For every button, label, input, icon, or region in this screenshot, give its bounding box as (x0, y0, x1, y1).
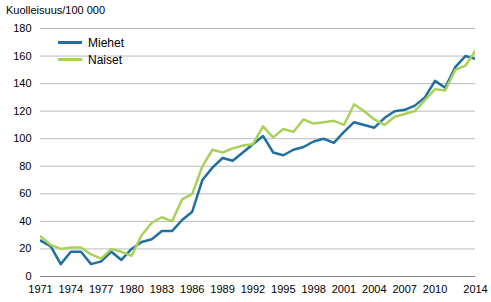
svg-text:1971: 1971 (28, 283, 52, 295)
svg-text:1974: 1974 (59, 283, 83, 295)
svg-text:2007: 2007 (392, 283, 416, 295)
svg-text:120: 120 (13, 105, 31, 117)
svg-text:40: 40 (19, 215, 31, 227)
svg-text:1980: 1980 (119, 283, 143, 295)
svg-text:1998: 1998 (301, 283, 325, 295)
svg-text:2010: 2010 (423, 283, 447, 295)
svg-text:1989: 1989 (210, 283, 234, 295)
svg-text:2014: 2014 (463, 283, 487, 295)
svg-text:60: 60 (19, 187, 31, 199)
svg-text:100: 100 (13, 132, 31, 144)
svg-text:2001: 2001 (332, 283, 356, 295)
svg-text:2004: 2004 (362, 283, 386, 295)
svg-text:1992: 1992 (241, 283, 265, 295)
svg-text:20: 20 (19, 242, 31, 254)
svg-text:180: 180 (13, 22, 31, 34)
html-text:Naiset: Naiset (88, 52, 122, 67)
html-text:Miehet: Miehet (88, 35, 124, 50)
svg-text:1986: 1986 (180, 283, 204, 295)
svg-text:140: 140 (13, 77, 31, 89)
svg-text:160: 160 (13, 50, 31, 62)
svg-text:1977: 1977 (89, 283, 113, 295)
svg-text:1995: 1995 (271, 283, 295, 295)
svg-text:1983: 1983 (150, 283, 174, 295)
html-text:Kuolleisuus/100 000: Kuolleisuus/100 000 (6, 4, 106, 16)
svg-text:80: 80 (19, 160, 31, 172)
svg-text:0: 0 (25, 270, 31, 282)
